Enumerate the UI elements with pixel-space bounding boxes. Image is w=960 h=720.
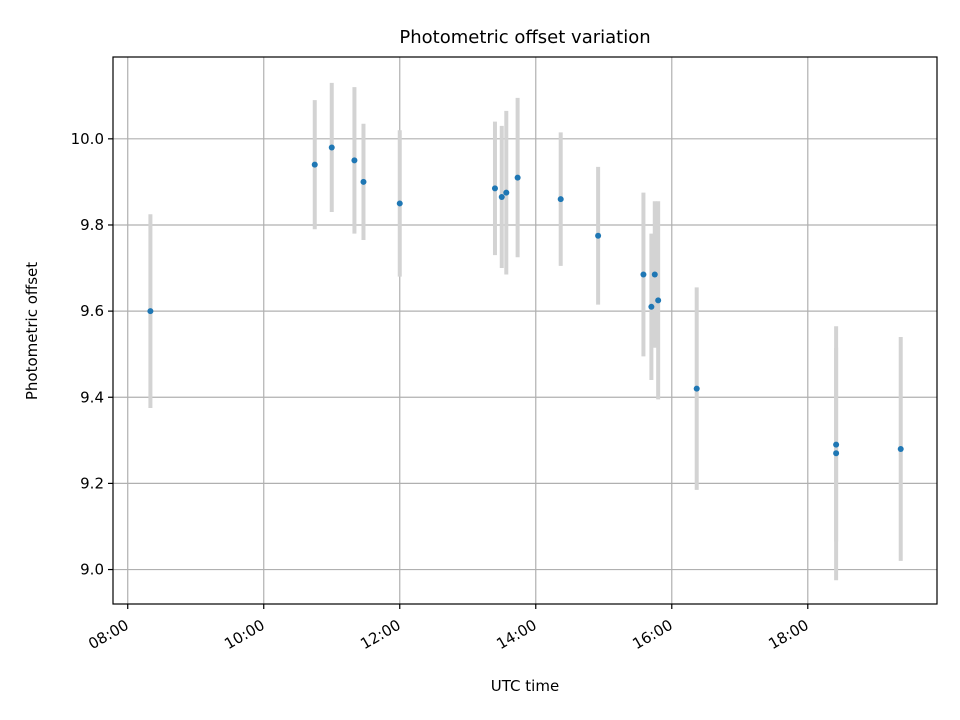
data-point <box>514 174 521 181</box>
data-point <box>833 450 840 457</box>
data-point <box>351 157 358 164</box>
data-point <box>396 200 403 207</box>
y-tick-label: 9.8 <box>80 216 104 234</box>
y-tick-label: 9.4 <box>80 388 104 406</box>
data-point <box>503 189 510 196</box>
data-point <box>498 193 505 200</box>
data-point <box>147 308 154 315</box>
y-axis-label: Photometric offset <box>23 262 41 400</box>
data-point <box>648 303 655 310</box>
data-point <box>328 144 335 151</box>
data-point <box>311 161 318 168</box>
data-point <box>360 178 367 185</box>
y-tick-label: 9.2 <box>80 474 104 492</box>
data-point <box>693 385 700 392</box>
data-point <box>491 185 498 192</box>
data-point <box>595 232 602 239</box>
chart-title: Photometric offset variation <box>399 27 650 48</box>
x-axis-label: UTC time <box>491 677 559 695</box>
y-tick-label: 9.6 <box>80 302 104 320</box>
data-point <box>833 441 840 448</box>
data-point <box>651 271 658 278</box>
data-point <box>655 297 662 304</box>
data-point <box>640 271 647 278</box>
plot-frame <box>112 56 938 605</box>
y-tick-label: 9.0 <box>80 561 104 579</box>
y-tick-label: 10.0 <box>71 130 104 148</box>
data-point <box>897 445 904 452</box>
data-points <box>147 144 904 457</box>
data-point <box>557 196 564 203</box>
